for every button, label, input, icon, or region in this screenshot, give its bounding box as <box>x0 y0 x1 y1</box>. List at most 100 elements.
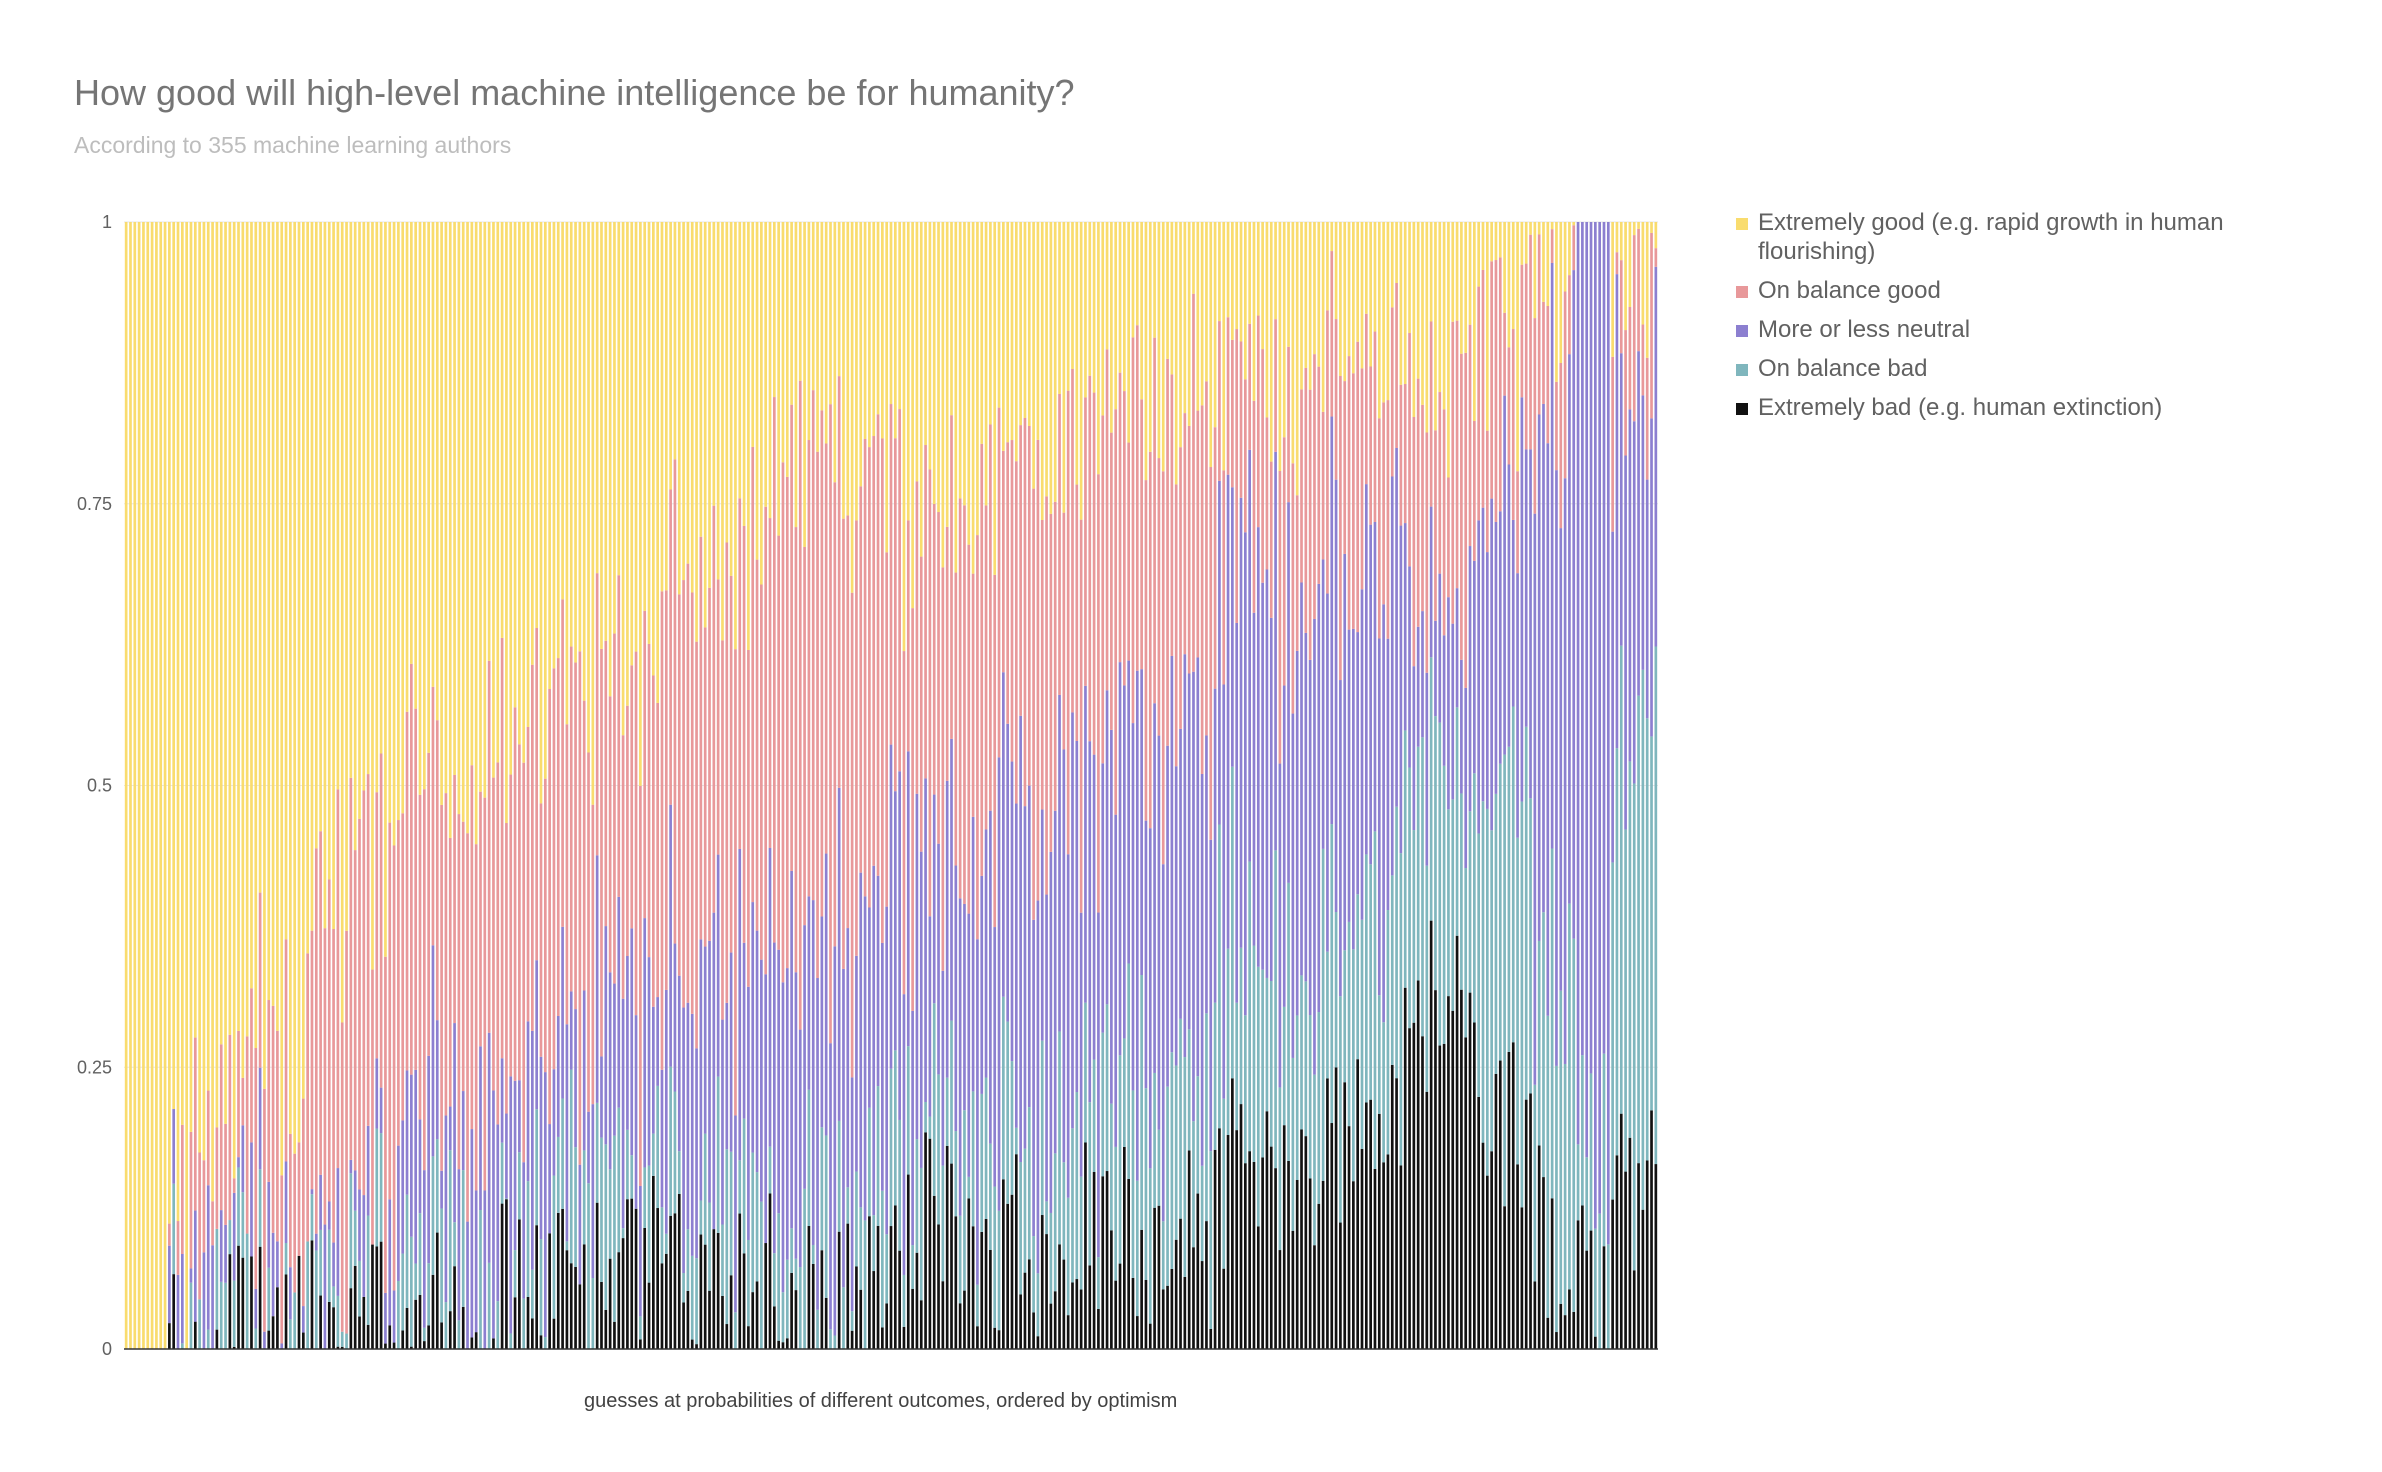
bar-segment <box>872 436 876 866</box>
bar-segment <box>522 1162 526 1299</box>
bar-segment <box>405 711 409 1071</box>
bar-segment <box>215 1228 219 1330</box>
bar-segment <box>1295 650 1299 1016</box>
bar-segment <box>1594 1228 1597 1337</box>
bar-segment <box>980 222 984 444</box>
bar-segment <box>1053 501 1057 811</box>
bar-segment <box>712 222 716 506</box>
bar-segment <box>902 222 906 652</box>
bar-segment <box>358 1189 361 1261</box>
bar-segment <box>483 797 487 1191</box>
bar-segment <box>906 222 910 521</box>
bar-segment <box>1256 966 1260 1227</box>
bar-segment <box>1040 1215 1044 1349</box>
bar-segment <box>1256 222 1260 316</box>
bar-segment <box>1416 980 1420 1349</box>
bar-segment <box>440 1170 443 1209</box>
bar-segment <box>1192 222 1195 294</box>
bar-segment <box>267 1000 271 1182</box>
bar-segment <box>902 651 906 995</box>
bar-segment <box>500 1142 504 1204</box>
bar-segment <box>876 1086 880 1226</box>
bar-segment <box>1256 315 1260 528</box>
y-tick-label: 0.75 <box>77 494 112 514</box>
legend-label: Extremely bad (e.g. human extinction) <box>1758 394 2163 421</box>
bar-segment <box>1243 1015 1247 1164</box>
bar-segment <box>1187 222 1191 426</box>
bar-segment <box>760 222 763 585</box>
bar-segment <box>708 222 711 588</box>
bar-segment <box>1226 474 1230 949</box>
bar-segment <box>721 640 724 1020</box>
bar-segment <box>708 1290 711 1349</box>
bar-segment <box>569 646 573 992</box>
bar-segment <box>703 627 707 947</box>
bar-segment <box>647 957 651 1166</box>
bar-segment <box>1205 381 1208 736</box>
bar-segment <box>846 515 850 929</box>
bar-segment <box>1209 1151 1213 1329</box>
bar-segment <box>613 633 616 984</box>
bar-segment <box>725 1149 729 1325</box>
bar-segment <box>1373 1168 1377 1349</box>
bar-segment <box>703 946 707 1134</box>
bar-segment <box>1101 1032 1105 1177</box>
bar-segment <box>379 222 383 754</box>
bar-segment <box>435 1139 439 1233</box>
bar-segment <box>591 804 595 1105</box>
bar-segment <box>604 1144 608 1310</box>
bar-segment <box>1269 981 1273 1147</box>
bar-segment <box>980 443 984 876</box>
bar-segment <box>777 1340 780 1349</box>
bar-segment <box>1520 397 1524 802</box>
bar-segment <box>401 1330 405 1349</box>
bar-segment <box>457 814 461 1170</box>
bar-segment <box>1040 1040 1044 1216</box>
bar-segment <box>388 822 392 1200</box>
bar-segment <box>168 1245 171 1324</box>
bar-segment <box>794 972 798 1259</box>
bar-segment <box>1002 1179 1005 1349</box>
bar-segment <box>1157 735 1161 1130</box>
bar-segment <box>1494 793 1498 1074</box>
bar-segment <box>470 222 474 766</box>
bar-segment <box>798 1267 802 1349</box>
bar-segment <box>850 1077 854 1312</box>
bar-segment <box>1360 919 1364 1149</box>
bar-segment <box>1516 573 1519 838</box>
bar-segment <box>600 1056 603 1138</box>
bar-segment <box>543 778 547 1073</box>
bar-segment <box>1010 440 1014 762</box>
bar-segment <box>673 943 677 1092</box>
bar-segment <box>1326 951 1329 1079</box>
bar-segment <box>673 222 677 460</box>
bar-segment <box>371 969 374 1245</box>
bar-segment <box>453 1222 456 1267</box>
bar-segment <box>1140 399 1143 670</box>
bar-segment <box>211 222 214 1202</box>
bar-segment <box>868 1107 871 1217</box>
bar-segment <box>950 1163 953 1349</box>
bar-segment <box>1546 1015 1550 1318</box>
bar-segment <box>513 1080 517 1251</box>
bar-segment <box>1235 1002 1239 1131</box>
bar-segment <box>267 1267 271 1331</box>
bar-segment <box>1053 810 1057 1154</box>
bar-segment <box>1097 912 1100 1258</box>
bar-segment <box>254 1288 258 1329</box>
bar-segment <box>1438 392 1442 574</box>
bar-segment <box>1395 447 1398 807</box>
bar-segment <box>1628 1137 1632 1349</box>
bar-segment <box>1451 222 1455 322</box>
bar-segment <box>677 222 681 595</box>
bar-segment <box>971 222 975 574</box>
bar-segment <box>461 222 465 822</box>
bar-segment <box>1243 379 1247 533</box>
bar-segment <box>362 790 366 1196</box>
bar-segment <box>1559 990 1563 1304</box>
bar-segment <box>574 1147 577 1267</box>
bar-segment <box>384 222 387 957</box>
bar-segment <box>362 1195 366 1297</box>
bar-segment <box>699 536 703 940</box>
bar-segment <box>1300 222 1303 390</box>
